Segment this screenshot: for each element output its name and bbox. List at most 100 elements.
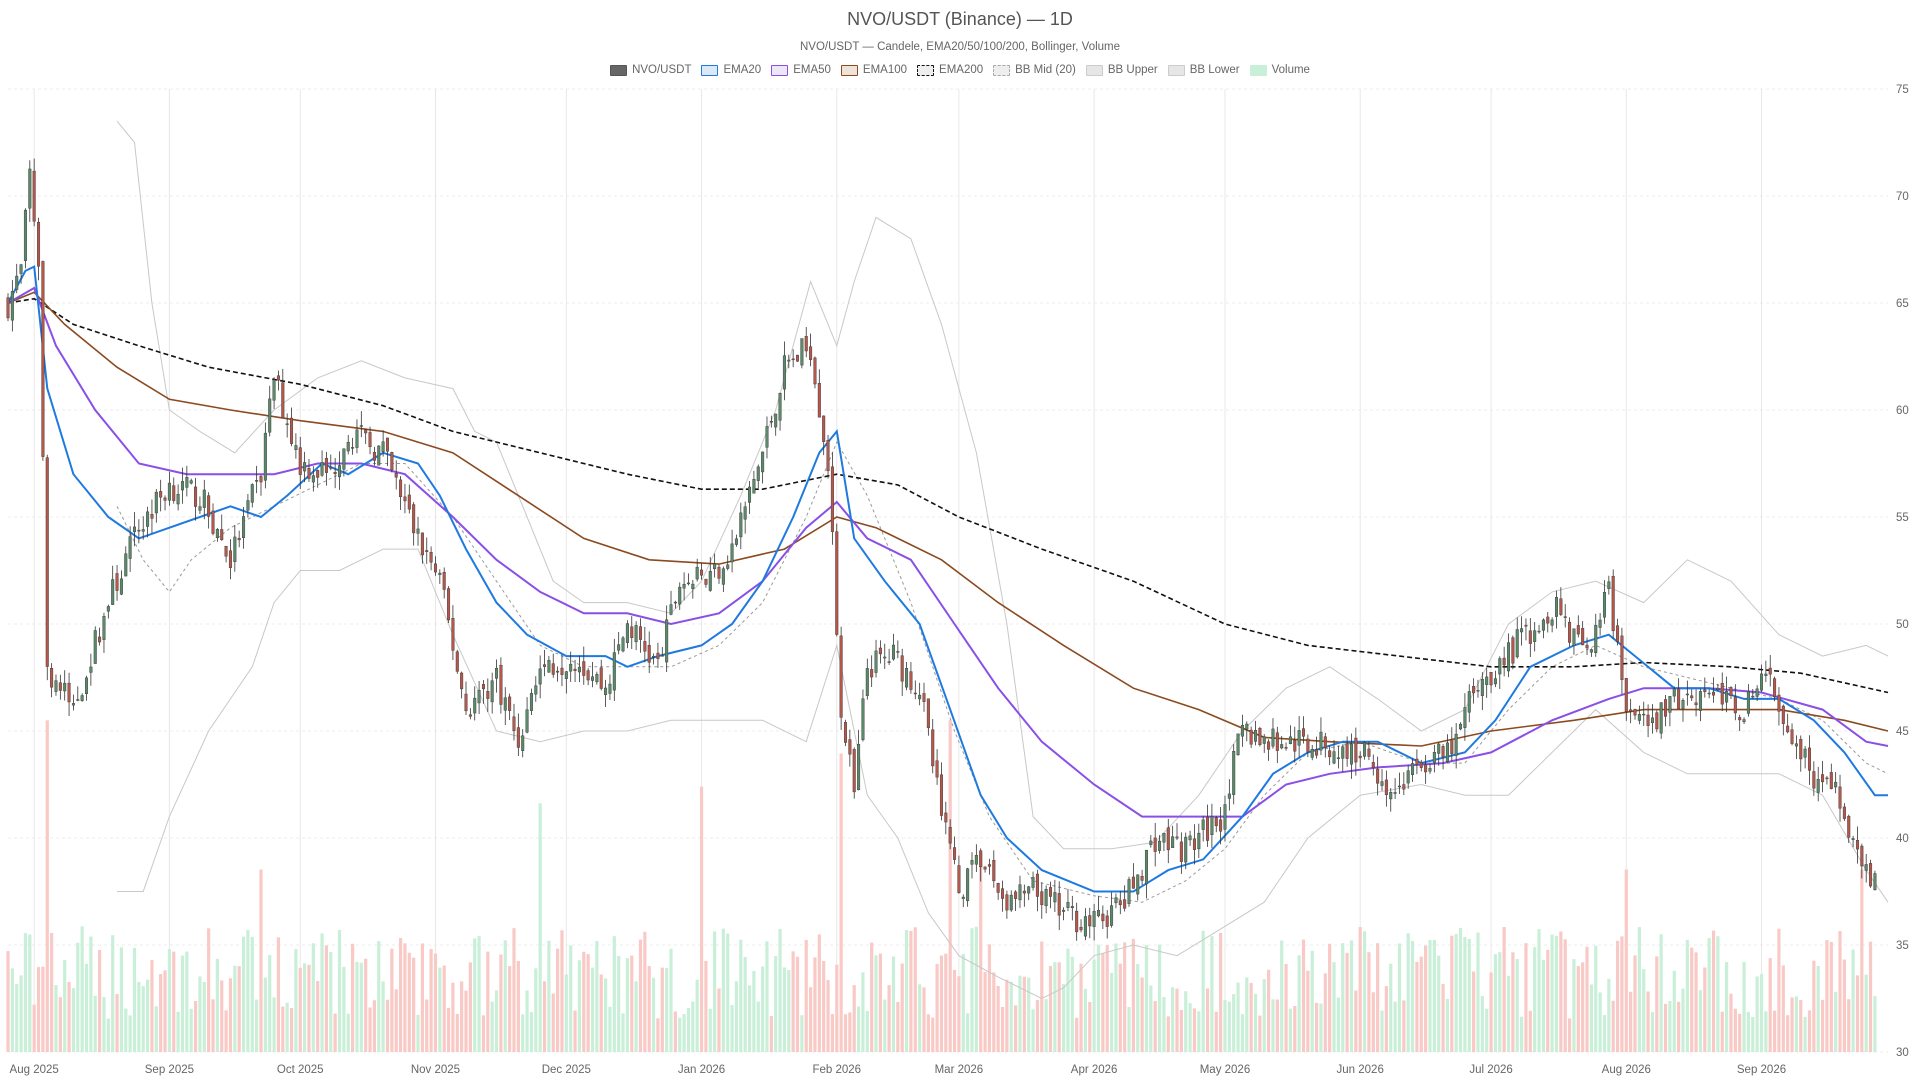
volume-bar xyxy=(377,941,381,1052)
volume-bar xyxy=(1175,988,1179,1052)
volume-bar xyxy=(1729,993,1733,1052)
candle-body xyxy=(638,626,642,640)
candle-body xyxy=(822,415,826,442)
volume-bar xyxy=(1044,999,1048,1052)
volume-bar xyxy=(1301,939,1306,1052)
candle-body xyxy=(1511,637,1515,664)
candle-body xyxy=(220,529,224,540)
volume-bar xyxy=(464,990,468,1052)
volume-bar xyxy=(255,999,259,1052)
candle-body xyxy=(1389,792,1393,800)
legend-item-ema50[interactable]: EMA50 xyxy=(771,64,831,76)
candle-body xyxy=(918,694,922,700)
candle-body xyxy=(1179,841,1183,862)
chart-title: NVO/USDT (Binance) — 1D xyxy=(847,9,1073,29)
y-tick-label: 45 xyxy=(1896,726,1909,738)
candle-body xyxy=(887,661,891,663)
volume-bar xyxy=(1707,938,1711,1052)
candle-body xyxy=(556,670,560,673)
y-tick-label: 50 xyxy=(1896,619,1909,631)
volume-bar xyxy=(952,969,957,1052)
candle-body xyxy=(1773,678,1777,698)
candle-body xyxy=(595,674,599,683)
candle-body xyxy=(1620,635,1624,680)
candle-body xyxy=(1786,725,1790,733)
legend-item-ema100[interactable]: EMA100 xyxy=(840,64,907,76)
volume-bar xyxy=(381,981,385,1052)
volume-bar xyxy=(512,928,516,1052)
volume-bar xyxy=(669,948,673,1052)
candle-body xyxy=(1092,911,1096,927)
volume-bar xyxy=(961,953,965,1052)
volume-bar xyxy=(516,961,520,1052)
candle-body xyxy=(721,568,725,585)
legend-item-bb-mid-20[interactable]: BB Mid (20) xyxy=(993,64,1076,76)
candle-body xyxy=(1267,741,1271,750)
volume-bar xyxy=(1153,1001,1157,1052)
volume-bar xyxy=(695,979,699,1052)
volume-bar xyxy=(10,968,14,1052)
candle-body xyxy=(298,447,302,475)
y-tick-label: 55 xyxy=(1896,512,1909,524)
candle-body xyxy=(682,584,686,589)
candle-body xyxy=(1781,705,1785,724)
volume-bar xyxy=(1572,959,1576,1052)
volume-bar xyxy=(1258,1015,1262,1052)
candle-body xyxy=(45,457,49,667)
volume-bar xyxy=(726,933,730,1052)
volume-bar xyxy=(1219,932,1223,1052)
volume-bar xyxy=(1668,1001,1672,1052)
candle-body xyxy=(54,680,58,692)
volume-bar xyxy=(1764,1011,1768,1052)
candle-body xyxy=(1258,728,1262,745)
volume-bar xyxy=(852,985,856,1052)
candle-body xyxy=(564,671,568,679)
volume-bar xyxy=(1144,945,1149,1052)
candle-body xyxy=(966,868,970,902)
volume-bar xyxy=(93,995,97,1052)
candle-body xyxy=(163,497,167,501)
volume-bar xyxy=(1066,948,1070,1052)
candle-body xyxy=(809,346,813,360)
candle-body xyxy=(6,297,10,319)
candle-body xyxy=(1851,838,1855,840)
candle-body xyxy=(154,491,158,514)
candle-body xyxy=(686,582,690,585)
legend-item-ema200[interactable]: EMA200 xyxy=(917,64,983,76)
volume-bar xyxy=(36,967,41,1052)
candle-body xyxy=(1345,743,1349,759)
volume-bar xyxy=(141,986,145,1052)
candle-body xyxy=(468,714,472,717)
volume-bar xyxy=(734,981,739,1052)
candle-body xyxy=(1559,598,1563,615)
volume-bar xyxy=(329,951,333,1052)
candle-body xyxy=(1463,707,1467,728)
volume-bar xyxy=(1528,1010,1532,1052)
volume-bar xyxy=(891,956,896,1052)
candle-body xyxy=(931,729,935,767)
candle-body xyxy=(1127,879,1131,904)
volume-bar xyxy=(1319,1003,1323,1052)
volume-bar xyxy=(1253,993,1258,1052)
legend-item-volume[interactable]: Volume xyxy=(1249,64,1310,76)
volume-bar xyxy=(1860,869,1864,1052)
volume-bar xyxy=(1053,962,1057,1052)
legend-item-bb-lower[interactable]: BB Lower xyxy=(1167,64,1240,76)
volume-bar xyxy=(1384,986,1388,1052)
candle-body xyxy=(1572,628,1576,646)
legend-item-nvo-usdt[interactable]: NVO/USDT xyxy=(610,64,691,76)
volume-bar xyxy=(931,1017,935,1052)
volume-bar xyxy=(743,956,747,1052)
legend-item-ema20[interactable]: EMA20 xyxy=(701,64,761,76)
candle-body xyxy=(438,572,442,575)
candle-body xyxy=(1624,678,1628,712)
volume-bar xyxy=(1454,933,1458,1052)
candle-body xyxy=(1507,642,1511,672)
legend-item-bb-upper[interactable]: BB Upper xyxy=(1085,64,1158,76)
candle-body xyxy=(1655,712,1659,730)
legend-label: BB Lower xyxy=(1189,64,1240,76)
volume-bar xyxy=(1310,950,1314,1052)
candle-body xyxy=(503,697,507,711)
volume-bar xyxy=(774,956,778,1052)
volume-bar xyxy=(1694,952,1698,1052)
